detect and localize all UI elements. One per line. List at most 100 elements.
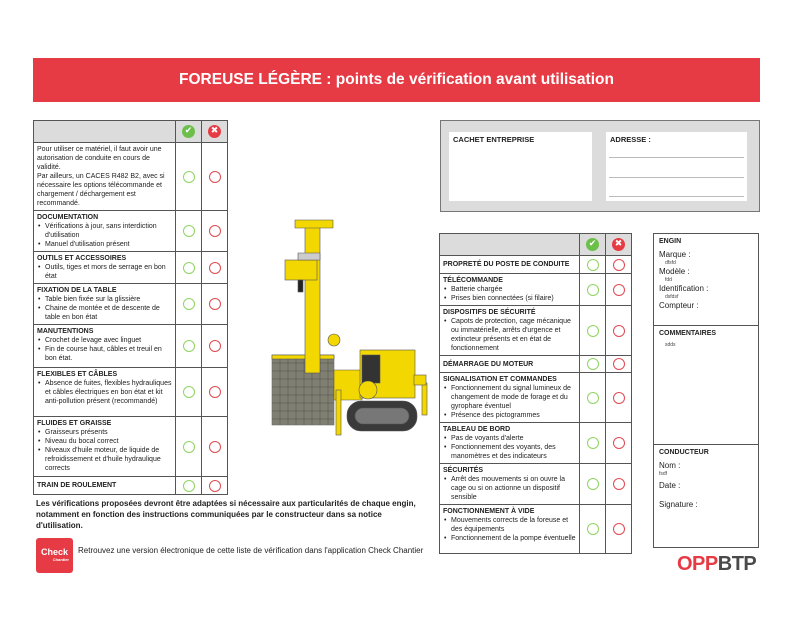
identification-value[interactable]: dsfdsf bbox=[665, 294, 679, 300]
nom-value[interactable]: fsdf bbox=[659, 471, 668, 477]
row-item: Batterie chargée bbox=[443, 285, 576, 294]
row-item: Manuel d'utilisation présent bbox=[37, 240, 172, 249]
check-chantier-logo[interactable]: Check Chantier bbox=[36, 538, 73, 573]
marque-value[interactable]: dfsfd bbox=[665, 260, 676, 266]
ok-radio[interactable] bbox=[182, 340, 195, 352]
row-item: Crochet de levage avec linguet bbox=[37, 336, 172, 345]
not-ok-radio[interactable] bbox=[208, 386, 221, 398]
logo-btp: BTP bbox=[717, 553, 757, 575]
row-item: Fin de course haut, câbles et treuil en … bbox=[37, 345, 172, 363]
row-item: Niveaux d'huile moteur, de liquide de re… bbox=[37, 446, 172, 473]
not-ok-radio[interactable] bbox=[612, 324, 625, 337]
ok-radio[interactable] bbox=[182, 440, 195, 453]
not-ok-radio[interactable] bbox=[612, 391, 625, 404]
not-ok-radio[interactable] bbox=[208, 298, 221, 310]
table-row: DOCUMENTATIONVérifications à jour, sans … bbox=[34, 211, 227, 252]
ok-radio[interactable] bbox=[586, 283, 599, 296]
nom-label: Nom : bbox=[659, 461, 681, 470]
not-ok-radio[interactable] bbox=[208, 261, 221, 274]
engin-title: ENGIN bbox=[659, 238, 682, 245]
table-row: FIXATION DE LA TABLETable bien fixée sur… bbox=[34, 284, 227, 325]
drill-rig-illustration bbox=[271, 219, 428, 436]
row-title: SÉCURITÉS bbox=[443, 467, 484, 474]
row-title: OUTILS ET ACCESSOIRES bbox=[37, 255, 127, 262]
driver-title: CONDUCTEUR bbox=[659, 449, 709, 456]
row-title: TABLEAU DE BORD bbox=[443, 426, 511, 433]
row-title: MANUTENTIONS bbox=[37, 328, 94, 335]
ok-radio[interactable] bbox=[586, 358, 599, 370]
address-box[interactable]: ADRESSE : bbox=[606, 132, 747, 201]
modele-value[interactable]: fdd bbox=[665, 277, 672, 283]
not-ok-radio[interactable] bbox=[612, 358, 625, 370]
row-title: FIXATION DE LA TABLE bbox=[37, 287, 117, 294]
ok-radio[interactable] bbox=[586, 478, 599, 490]
left-checklist-table: ✔ ✖ Pour utiliser ce matériel, il faut avo… bbox=[33, 120, 228, 495]
table-row: PROPRETÉ DU POSTE DE CONDUITE bbox=[440, 256, 631, 274]
row-item: Capots de protection, cage mécanique ou … bbox=[443, 317, 576, 353]
address-line[interactable] bbox=[609, 196, 744, 197]
table-row: Pour utiliser ce matériel, il faut avoir… bbox=[34, 143, 227, 211]
row-title: PROPRETÉ DU POSTE DE CONDUITE bbox=[443, 261, 570, 268]
engin-section: ENGIN Marque : dfsfd Modèle : fdd Identi… bbox=[654, 234, 758, 326]
machine-info-panel: ENGIN Marque : dfsfd Modèle : fdd Identi… bbox=[653, 233, 759, 548]
row-item: Fonctionnement du signal lumineux de cha… bbox=[443, 384, 576, 411]
table-row: TRAIN DE ROULEMENT bbox=[34, 477, 227, 495]
row-title: FONCTIONNEMENT À VIDE bbox=[443, 508, 535, 515]
row-title: TÉLÉCOMMANDE bbox=[443, 277, 503, 284]
not-ok-radio[interactable] bbox=[612, 258, 625, 271]
comments-title: COMMENTAIRES bbox=[659, 330, 717, 337]
not-ok-radio[interactable] bbox=[208, 440, 221, 453]
date-label[interactable]: Date : bbox=[659, 481, 681, 490]
company-stamp-box[interactable]: CACHET ENTREPRISE bbox=[449, 132, 592, 201]
ok-radio[interactable] bbox=[586, 437, 599, 449]
ok-radio[interactable] bbox=[182, 479, 195, 492]
ok-radio[interactable] bbox=[182, 261, 195, 274]
table-header-row: ✔ ✖ bbox=[34, 121, 227, 143]
table-row: DÉMARRAGE DU MOTEUR bbox=[440, 356, 631, 373]
table-row: DISPOSITIFS DE SÉCURITÉCapots de protect… bbox=[440, 306, 631, 356]
not-ok-radio[interactable] bbox=[208, 225, 221, 237]
x-circle-icon: ✖ bbox=[208, 125, 221, 138]
table-row: FONCTIONNEMENT À VIDEMouvements corrects… bbox=[440, 505, 631, 554]
not-ok-radio[interactable] bbox=[208, 170, 221, 183]
not-ok-radio[interactable] bbox=[208, 479, 221, 492]
ok-radio[interactable] bbox=[586, 324, 599, 337]
x-circle-icon: ✖ bbox=[612, 238, 625, 251]
address-line[interactable] bbox=[609, 177, 744, 178]
table-row: FLUIDES ET GRAISSEGraisseurs présentsNiv… bbox=[34, 417, 227, 477]
row-title: FLUIDES ET GRAISSE bbox=[37, 420, 112, 427]
modele-label: Modèle : bbox=[659, 267, 690, 276]
ok-radio[interactable] bbox=[182, 170, 195, 183]
row-item: Chaine de montée et de descente de table… bbox=[37, 304, 172, 322]
identification-label: Identification : bbox=[659, 284, 709, 293]
oppbtp-logo: OPPBTP bbox=[677, 553, 757, 576]
disclaimer-note: Les vérifications proposées devront être… bbox=[36, 499, 416, 530]
not-ok-radio[interactable] bbox=[208, 340, 221, 352]
ok-radio[interactable] bbox=[586, 258, 599, 271]
comments-section[interactable]: COMMENTAIRES sdds bbox=[654, 326, 758, 445]
row-item: Arrêt des mouvements si on ouvre la cage… bbox=[443, 475, 576, 502]
address-line[interactable] bbox=[609, 157, 744, 158]
comments-value[interactable]: sdds bbox=[665, 342, 676, 348]
logo-text: Check bbox=[40, 546, 68, 557]
app-promo-text: Retrouvez une version électronique de ce… bbox=[78, 546, 424, 555]
ok-radio[interactable] bbox=[182, 386, 195, 398]
row-item: Niveau du bocal correct bbox=[37, 437, 172, 446]
row-item: Mouvements corrects de la foreuse et des… bbox=[443, 516, 576, 534]
ok-radio[interactable] bbox=[182, 225, 195, 237]
not-ok-radio[interactable] bbox=[612, 478, 625, 490]
not-ok-radio[interactable] bbox=[612, 523, 625, 535]
row-item: Fonctionnement des voyants, des manomètr… bbox=[443, 443, 576, 461]
table-row: TÉLÉCOMMANDEBatterie chargéePrises bien … bbox=[440, 274, 631, 306]
signature-label[interactable]: Signature : bbox=[659, 500, 698, 509]
ok-radio[interactable] bbox=[586, 391, 599, 404]
not-ok-radio[interactable] bbox=[612, 283, 625, 296]
company-stamp-label: CACHET ENTREPRISE bbox=[453, 135, 535, 144]
table-row: FLEXIBLES ET CÂBLESAbsence de fuites, fl… bbox=[34, 368, 227, 417]
title-text: FOREUSE LÉGÈRE : points de vérification … bbox=[179, 71, 614, 88]
ok-radio[interactable] bbox=[586, 523, 599, 535]
ok-radio[interactable] bbox=[182, 298, 195, 310]
not-ok-radio[interactable] bbox=[612, 437, 625, 449]
row-item: Fonctionnement de la pompe éventuelle bbox=[443, 534, 576, 543]
table-row: OUTILS ET ACCESSOIRESOutils, tiges et mo… bbox=[34, 252, 227, 284]
